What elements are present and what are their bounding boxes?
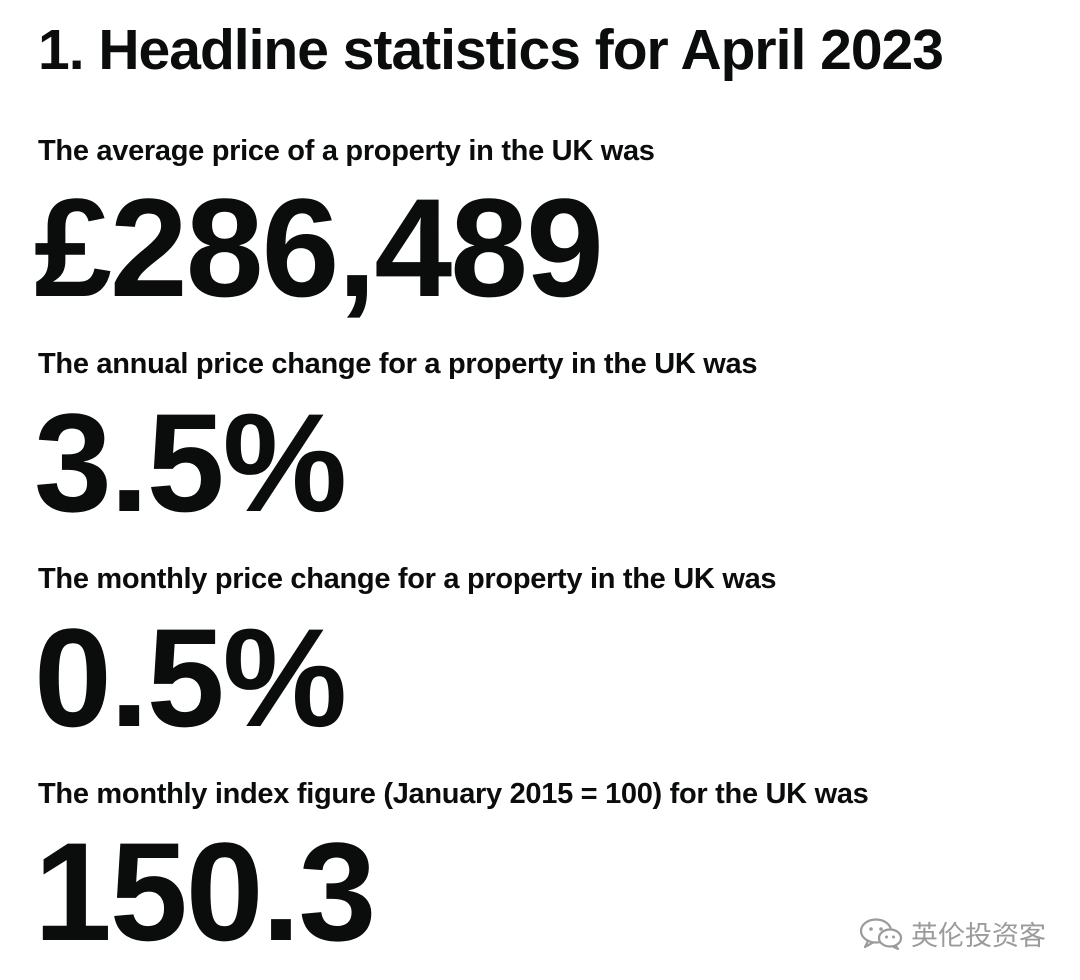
stat-value-monthly-index: 150.3 <box>34 813 376 970</box>
stat-label-average-price: The average price of a property in the U… <box>38 135 655 167</box>
wechat-icon <box>859 917 903 950</box>
stat-label-monthly-index: The monthly index figure (January 2015 =… <box>38 778 869 810</box>
watermark: 英伦投资客 <box>859 914 1046 953</box>
stat-label-monthly-change: The monthly price change for a property … <box>38 563 777 595</box>
page-title: 1. Headline statistics for April 2023 <box>38 18 944 82</box>
stat-value-annual-change: 3.5% <box>34 384 347 541</box>
stat-value-monthly-change: 0.5% <box>34 599 347 756</box>
stat-label-annual-change: The annual price change for a property i… <box>38 348 758 380</box>
stat-value-average-price: £286,489 <box>34 169 604 326</box>
watermark-text: 英伦投资客 <box>911 921 1046 952</box>
